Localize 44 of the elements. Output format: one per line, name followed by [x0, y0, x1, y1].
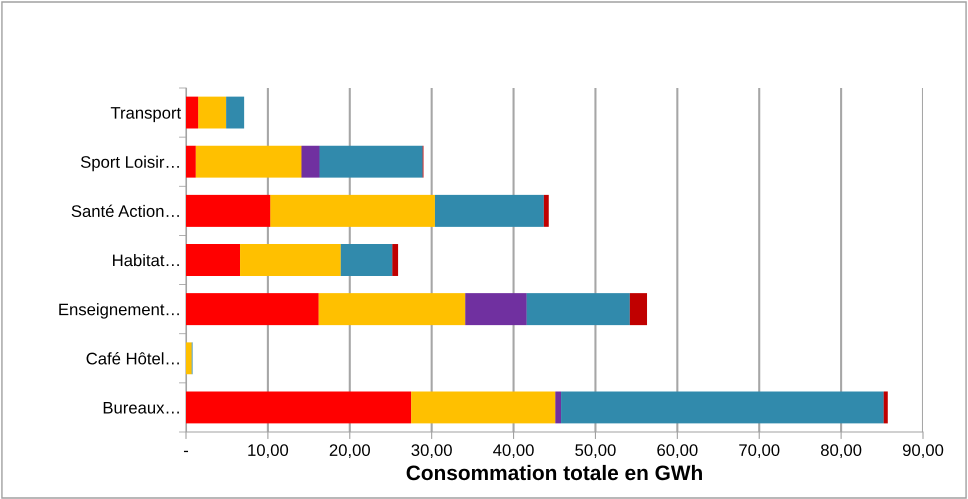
- bar: [226, 96, 244, 129]
- bar: [630, 293, 648, 326]
- bar: [884, 391, 888, 424]
- y-tick-label: Café Hôtel…: [86, 352, 179, 364]
- y-tick-label: Habitat…: [113, 254, 179, 266]
- bar: [186, 146, 196, 178]
- x-tick-label: 90,00: [902, 444, 944, 458]
- bar: [186, 391, 412, 424]
- bar: [198, 96, 226, 129]
- x-tick-label: 60,00: [657, 444, 698, 458]
- x-tick-label: 30,00: [411, 444, 452, 458]
- bar: [186, 342, 192, 374]
- bar: [196, 146, 302, 178]
- bar: [434, 194, 544, 227]
- bar: [555, 391, 562, 424]
- bar: [319, 146, 423, 178]
- bar: [318, 293, 466, 326]
- x-tick-label: 80,00: [820, 444, 862, 458]
- bar: [340, 244, 392, 276]
- bar: [526, 293, 630, 326]
- y-tick-label: Enseignement…: [59, 303, 179, 319]
- x-tick-label: 10,00: [248, 444, 288, 458]
- x-tick-label: 50,00: [575, 444, 616, 458]
- y-tick-label: Transport: [110, 107, 182, 122]
- bar: [186, 244, 240, 276]
- bar: [186, 194, 270, 227]
- y-tick-label: Santé Action…: [72, 204, 179, 218]
- x-tick-label: 70,00: [739, 444, 780, 458]
- bar: [411, 391, 556, 424]
- x-tick-label: 40,00: [493, 444, 534, 458]
- bar: [544, 194, 549, 227]
- bar: [186, 293, 319, 326]
- x-tick-label: -: [184, 450, 188, 452]
- x-axis-title: Consommation totale en GWh: [406, 464, 702, 480]
- x-tick-label: 20,00: [330, 444, 370, 458]
- bar: [561, 391, 884, 424]
- y-tick-label: Sport Loisir…: [80, 156, 179, 172]
- bar: [240, 244, 341, 276]
- bar: [270, 194, 435, 227]
- bar: [186, 96, 198, 129]
- bar: [392, 244, 398, 276]
- y-tick-label: Bureaux…: [104, 402, 179, 414]
- bar: [301, 146, 320, 178]
- bar: [465, 293, 527, 326]
